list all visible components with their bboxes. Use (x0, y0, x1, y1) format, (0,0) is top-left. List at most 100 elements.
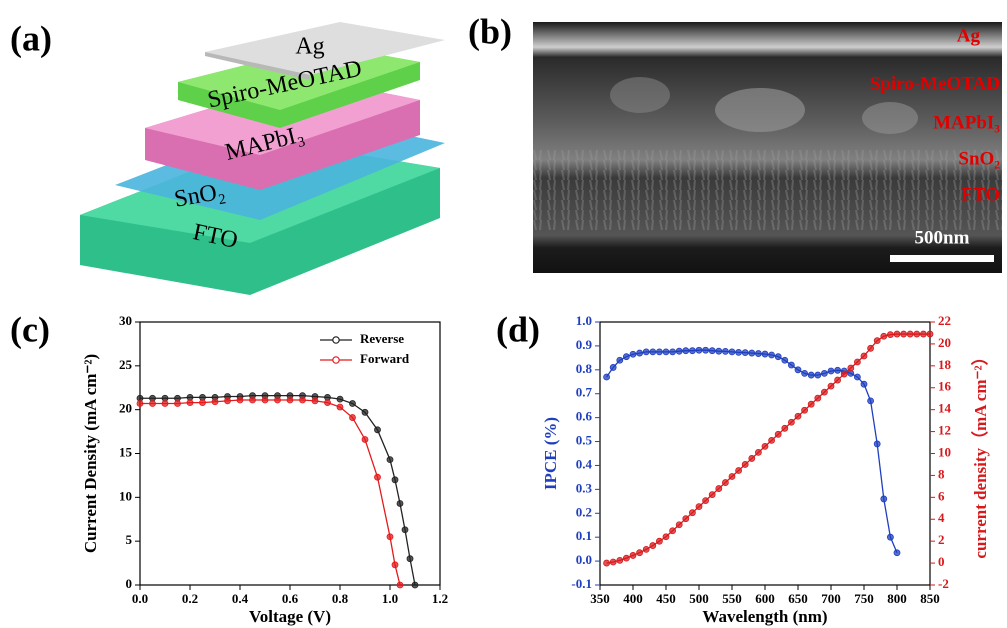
y-tick-label: 0.1 (576, 528, 592, 543)
data-point (287, 397, 293, 403)
data-point (397, 500, 403, 506)
data-point (841, 371, 847, 377)
y2-tick-label: -2 (938, 576, 949, 591)
data-point (736, 349, 742, 355)
y-tick-label: 0.3 (576, 480, 593, 495)
data-point (337, 404, 343, 410)
y-tick-label: 25 (119, 357, 133, 372)
data-point (225, 398, 231, 404)
y-tick-label: 30 (119, 313, 132, 328)
data-point (397, 582, 403, 588)
legend-label: Forward (360, 351, 410, 366)
data-point (861, 353, 867, 359)
y-tick-label: 0.0 (576, 552, 592, 567)
data-point (914, 331, 920, 337)
data-point (683, 348, 689, 354)
data-point (749, 455, 755, 461)
data-point (887, 534, 893, 540)
data-point (617, 557, 623, 563)
data-point (162, 401, 168, 407)
data-point (392, 562, 398, 568)
sem-label: FTO (961, 184, 1000, 205)
y-tick-label: 10 (119, 488, 132, 503)
x-tick-label: 1.0 (382, 591, 398, 606)
x-tick-label: 450 (656, 591, 676, 606)
data-point (742, 350, 748, 356)
data-point (237, 397, 243, 403)
data-point (775, 431, 781, 437)
data-point (250, 397, 256, 403)
data-point (650, 349, 656, 355)
data-point (729, 349, 735, 355)
y2-tick-label: 8 (938, 466, 945, 481)
data-point (815, 395, 821, 401)
data-point (643, 546, 649, 552)
data-point (604, 560, 610, 566)
data-point (175, 401, 181, 407)
data-point (815, 372, 821, 378)
data-point (868, 345, 874, 351)
sem-grain (862, 102, 918, 134)
data-point (610, 559, 616, 565)
series-line (607, 334, 930, 563)
data-point (262, 397, 268, 403)
data-point (212, 399, 218, 405)
x-tick-label: 350 (590, 591, 610, 606)
data-point (689, 510, 695, 516)
x-tick-label: 1.2 (432, 591, 448, 606)
data-point (848, 365, 854, 371)
data-point (788, 419, 794, 425)
data-point (412, 582, 418, 588)
x-tick-label: 0.6 (282, 591, 299, 606)
data-point (907, 331, 913, 337)
y-tick-label: 0 (126, 576, 133, 591)
sem-label: Ag (957, 25, 981, 46)
data-point (881, 496, 887, 502)
y2-tick-label: 4 (938, 510, 945, 525)
data-point (762, 443, 768, 449)
y-tick-label: 1.0 (576, 313, 592, 328)
data-point (755, 351, 761, 357)
data-point (894, 331, 900, 337)
data-point (769, 352, 775, 358)
data-point (788, 362, 794, 368)
data-point (350, 401, 356, 407)
data-point (656, 349, 662, 355)
data-point (716, 348, 722, 354)
panel-label: (c) (10, 309, 50, 349)
data-point (920, 331, 926, 337)
x-tick-label: 800 (887, 591, 907, 606)
data-point (808, 401, 814, 407)
data-point (402, 527, 408, 533)
data-point (643, 349, 649, 355)
x-tick-label: 550 (722, 591, 742, 606)
legend-marker (333, 337, 339, 343)
data-point (630, 552, 636, 558)
data-point (709, 348, 715, 354)
sem-label: SnO₂ (958, 148, 1000, 169)
data-point (802, 407, 808, 413)
x-tick-label: 400 (623, 591, 643, 606)
data-point (835, 367, 841, 373)
data-point (835, 377, 841, 383)
data-point (703, 498, 709, 504)
data-point (828, 383, 834, 389)
y2-axis-title: current density（mA cm⁻²） (970, 348, 990, 558)
data-point (610, 364, 616, 370)
data-point (736, 467, 742, 473)
y-tick-label: -0.1 (571, 576, 592, 591)
x-tick-label: 750 (854, 591, 874, 606)
data-point (187, 400, 193, 406)
x-axis-title: Wavelength (nm) (702, 607, 827, 626)
data-point (387, 534, 393, 540)
sem-texture (533, 150, 1002, 230)
data-point (927, 331, 933, 337)
data-point (868, 398, 874, 404)
data-point (200, 400, 206, 406)
data-point (703, 347, 709, 353)
x-tick-label: 700 (821, 591, 841, 606)
y-axis-title: IPCE (%) (541, 417, 560, 490)
data-point (312, 398, 318, 404)
y2-tick-label: 18 (938, 357, 952, 372)
data-point (375, 474, 381, 480)
